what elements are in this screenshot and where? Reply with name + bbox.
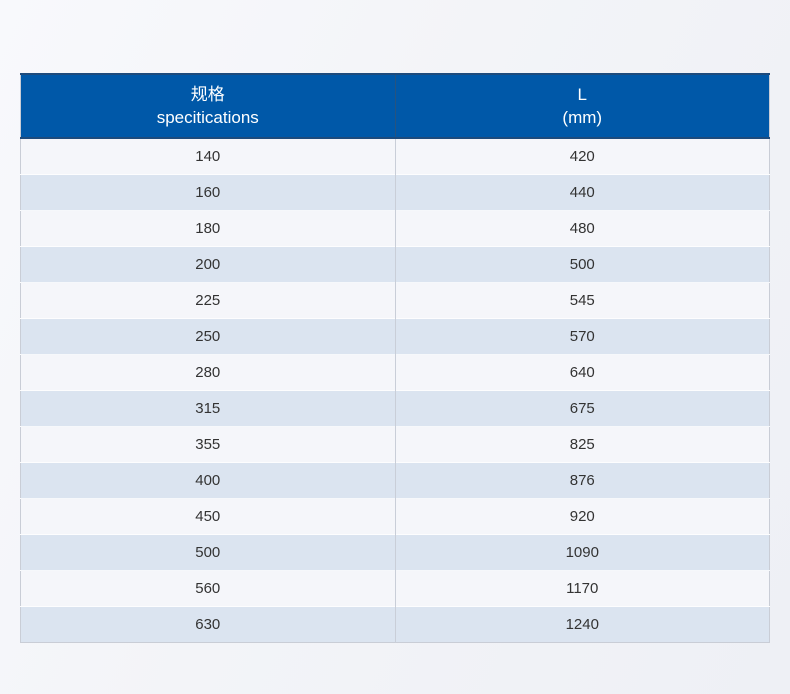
cell-length: 675 (394, 390, 770, 427)
header-spec-cn: 规格 (190, 85, 225, 104)
cell-specification: 450 (195, 508, 221, 525)
cell-length: 545 (394, 282, 770, 319)
spec-table: 规格 specitications L (mm) 140 420 160 440 180… (20, 73, 770, 643)
cell-length: 1240 (394, 606, 770, 643)
table-row: 500 1090 (20, 534, 770, 571)
spec-table-body: 140 420 160 440 180 480 200 500 225 545 250 570 280 6… (20, 138, 770, 643)
cell-length: 500 (394, 246, 770, 283)
cell-length: 440 (394, 174, 770, 211)
header-row: 规格 specitications L (mm) (20, 73, 770, 139)
table-row: 160 440 (20, 174, 770, 211)
cell-specification: 200 (195, 256, 221, 273)
cell-length: 480 (394, 210, 770, 247)
table-row: 200 500 (20, 246, 770, 283)
cell-specification: 400 (195, 472, 221, 489)
table-row: 140 420 (20, 138, 770, 175)
cell-length: 876 (394, 462, 770, 499)
header-spec-en: specitications (156, 108, 259, 127)
cell-specification: 630 (195, 616, 221, 633)
table-row: 560 1170 (20, 570, 770, 607)
table-row: 225 545 (20, 282, 770, 319)
cell-specification: 160 (195, 184, 221, 201)
cell-specification: 315 (195, 400, 221, 417)
table-row: 280 640 (20, 354, 770, 391)
cell-length: 420 (394, 138, 770, 175)
table-row: 180 480 (20, 210, 770, 247)
table-row: 315 675 (20, 390, 770, 427)
table-row: 450 920 (20, 498, 770, 535)
header-length-unit: (mm) (562, 108, 603, 127)
cell-specification: 560 (195, 580, 221, 597)
cell-specification: 500 (195, 544, 221, 561)
cell-length: 825 (394, 426, 770, 463)
cell-length: 640 (394, 354, 770, 391)
cell-length: 1090 (394, 534, 770, 571)
cell-specification: 180 (195, 220, 221, 237)
spec-table-header: 规格 specitications L (mm) (20, 73, 770, 139)
cell-specification: 280 (195, 364, 221, 381)
cell-length: 920 (394, 498, 770, 535)
cell-length: 1170 (394, 570, 770, 607)
table-row: 250 570 (20, 318, 770, 355)
header-length-symbol: L (577, 85, 587, 104)
table-row: 400 876 (20, 462, 770, 499)
cell-specification: 355 (195, 436, 221, 453)
table-row: 630 1240 (20, 606, 770, 643)
cell-length: 570 (394, 318, 770, 355)
table-row: 355 825 (20, 426, 770, 463)
cell-specification: 225 (195, 292, 221, 309)
header-cell-length: L (mm) (394, 73, 770, 139)
cell-specification: 250 (195, 328, 221, 345)
cell-specification: 140 (195, 148, 221, 165)
header-cell-specifications: 规格 specitications (20, 73, 395, 139)
